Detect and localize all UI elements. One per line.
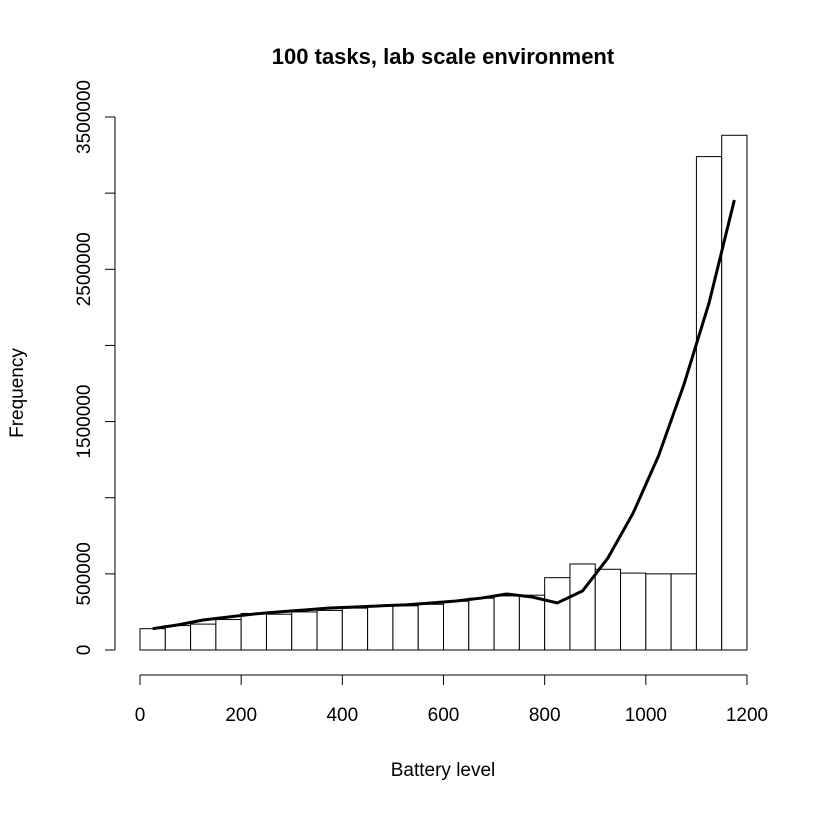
bar (670, 573, 697, 651)
x-tick-label: 800 (529, 705, 561, 726)
bar (417, 603, 445, 651)
bar (265, 613, 293, 651)
bar (493, 595, 520, 651)
bar (367, 605, 394, 651)
chart-title: 100 tasks, lab scale environment (272, 44, 615, 69)
bar (695, 156, 723, 651)
bar (190, 623, 217, 651)
x-axis-label: Battery level (391, 760, 496, 781)
bar (544, 577, 571, 651)
y-tick-label: 3500000 (74, 80, 95, 154)
bar (721, 134, 748, 651)
bar (139, 628, 166, 651)
bar (468, 597, 495, 651)
x-tick-label: 400 (326, 705, 358, 726)
density-line (152, 199, 736, 631)
bar (240, 612, 267, 651)
bar (620, 572, 647, 651)
y-axis-label: Frequency (7, 348, 28, 438)
bar (645, 573, 672, 651)
bar (518, 594, 546, 651)
x-tick-label: 1200 (726, 705, 768, 726)
y-tick-label: 0 (74, 645, 95, 656)
y-tick-label: 1500000 (74, 385, 95, 459)
x-tick-label: 600 (428, 705, 460, 726)
bar (316, 609, 343, 651)
bar (443, 600, 470, 651)
y-tick-label: 2500000 (74, 232, 95, 306)
bar (164, 625, 192, 651)
bar (392, 605, 419, 651)
x-tick-label: 1000 (625, 705, 667, 726)
bar (569, 563, 596, 651)
bar (291, 611, 318, 651)
bar (594, 568, 622, 651)
y-tick-label: 500000 (74, 542, 95, 605)
bar (215, 619, 242, 651)
x-tick-label: 200 (225, 705, 257, 726)
x-tick-label: 0 (135, 705, 146, 726)
bar (341, 607, 369, 651)
